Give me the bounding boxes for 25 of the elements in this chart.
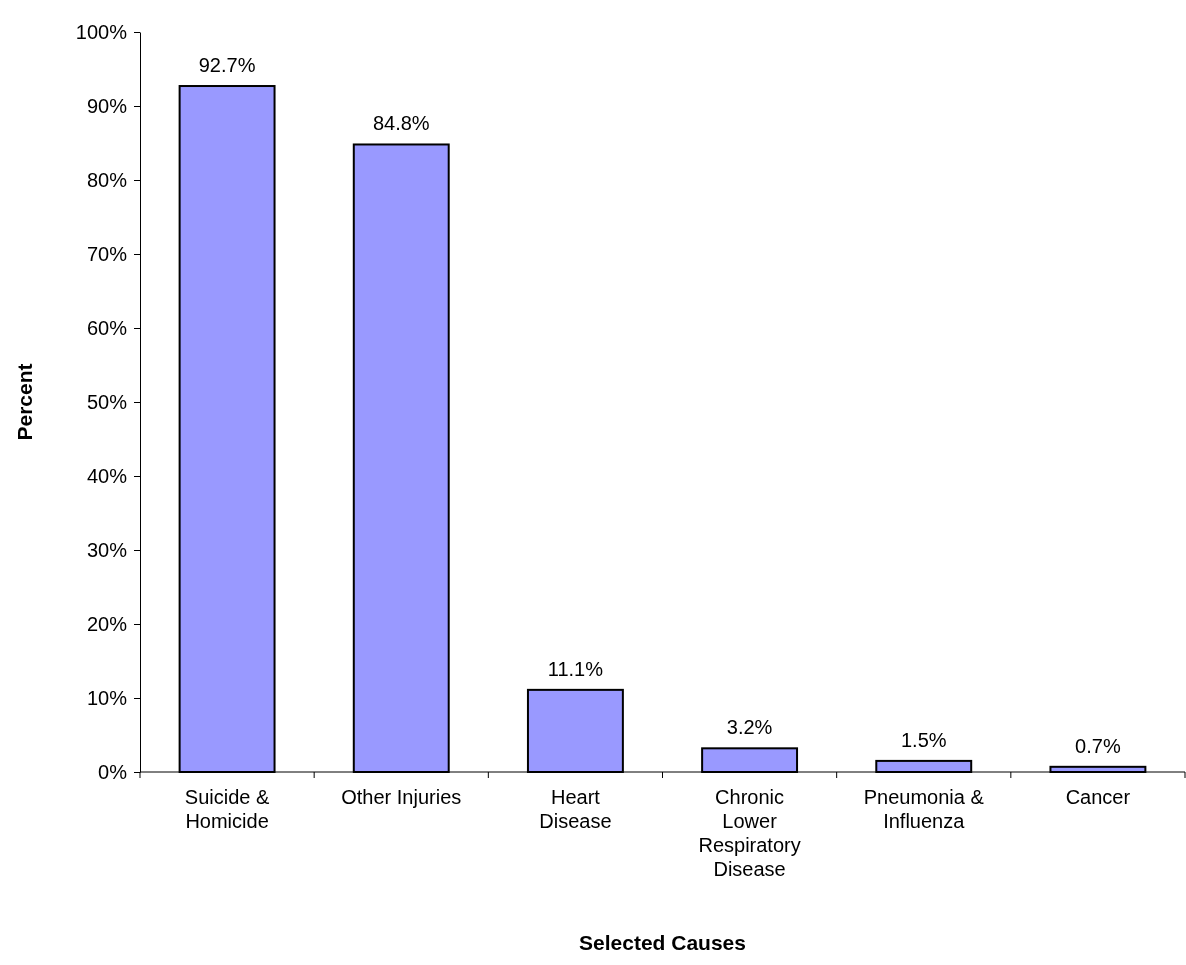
y-tick-label: 70% [86,242,128,265]
x-tick-label: Other Injuries [341,786,462,808]
y-tick-label: 10% [86,686,128,709]
data-label: 1.5% [900,728,947,751]
y-tick-label: 30% [86,538,128,561]
data-label: 3.2% [726,716,773,739]
y-tick-label: 100% [75,20,128,43]
y-tick-label: 90% [86,94,128,117]
y-tick-label: 60% [86,316,128,339]
x-tick-label: Heart Disease [539,786,612,832]
data-label: 92.7% [198,54,256,77]
data-label: 0.7% [1075,734,1121,757]
y-tick-label: 50% [86,390,128,413]
y-tick-label: 40% [86,464,128,487]
x-tick-label: Pneumonia & Influenza [863,786,985,832]
y-tick-label: 0% [98,760,128,783]
data-label: 84.8% [372,112,430,135]
x-tick-label: Cancer [1065,786,1131,808]
y-tick-label: 20% [86,612,128,635]
y-tick-label: 80% [86,168,128,191]
data-label: 11.1% [547,657,604,680]
x-tick-label: Suicide & Homicide [184,786,270,832]
x-tick-label: Chronic Lower Respiratory Disease [698,786,801,880]
y-axis-title: Percent [13,363,36,441]
x-axis-title: Selected Causes [579,931,746,954]
